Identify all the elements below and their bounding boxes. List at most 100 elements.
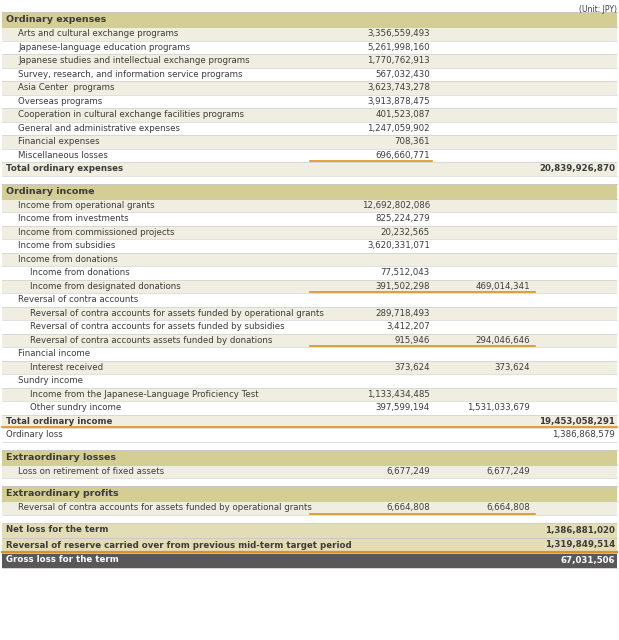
Bar bbox=[2, 522, 617, 538]
Bar bbox=[2, 428, 617, 442]
Text: Asia Center  programs: Asia Center programs bbox=[18, 83, 115, 92]
Bar bbox=[2, 40, 617, 54]
Text: 397,599,194: 397,599,194 bbox=[376, 403, 430, 412]
Bar bbox=[2, 27, 617, 40]
Bar bbox=[2, 67, 617, 81]
Bar bbox=[2, 374, 617, 387]
Bar bbox=[2, 387, 617, 401]
Text: 1,770,762,913: 1,770,762,913 bbox=[367, 56, 430, 65]
Text: Survey, research, and information service programs: Survey, research, and information servic… bbox=[18, 70, 243, 79]
Text: Gross loss for the term: Gross loss for the term bbox=[6, 556, 119, 564]
Text: Ordinary loss: Ordinary loss bbox=[6, 430, 63, 439]
Text: (Unit: JPY): (Unit: JPY) bbox=[579, 5, 617, 14]
Text: Income from donations: Income from donations bbox=[30, 268, 130, 277]
Text: 3,620,331,071: 3,620,331,071 bbox=[367, 241, 430, 250]
Text: 20,232,565: 20,232,565 bbox=[381, 228, 430, 237]
Bar bbox=[2, 360, 617, 374]
Text: Sundry income: Sundry income bbox=[18, 376, 83, 385]
Text: 3,623,743,278: 3,623,743,278 bbox=[367, 83, 430, 92]
Text: Japanese studies and intellectual exchange programs: Japanese studies and intellectual exchan… bbox=[18, 56, 249, 65]
Text: Reversal of contra accounts for assets funded by subsidies: Reversal of contra accounts for assets f… bbox=[30, 323, 285, 332]
Bar bbox=[2, 135, 617, 148]
Text: 391,502,298: 391,502,298 bbox=[376, 282, 430, 291]
Text: Cooperation in cultural exchange facilities programs: Cooperation in cultural exchange facilit… bbox=[18, 110, 244, 119]
Text: 294,046,646: 294,046,646 bbox=[475, 336, 530, 345]
Text: 77,512,043: 77,512,043 bbox=[381, 268, 430, 277]
Bar bbox=[2, 95, 617, 108]
Text: 1,531,033,679: 1,531,033,679 bbox=[467, 403, 530, 412]
Bar bbox=[2, 401, 617, 415]
Text: 696,660,771: 696,660,771 bbox=[375, 151, 430, 160]
Bar bbox=[2, 266, 617, 280]
Text: 6,677,249: 6,677,249 bbox=[386, 467, 430, 476]
Bar bbox=[2, 538, 617, 552]
Text: Reversal of reserve carried over from previous mid-term target period: Reversal of reserve carried over from pr… bbox=[6, 541, 352, 550]
Text: Income from the Japanese-Language Proficiency Test: Income from the Japanese-Language Profic… bbox=[30, 390, 259, 399]
Text: 1,247,059,902: 1,247,059,902 bbox=[367, 124, 430, 132]
Text: Reversal of contra accounts: Reversal of contra accounts bbox=[18, 295, 138, 304]
Text: 20,839,926,870: 20,839,926,870 bbox=[539, 164, 615, 173]
Bar bbox=[2, 415, 617, 428]
Text: 469,014,341: 469,014,341 bbox=[475, 282, 530, 291]
Text: Reversal of contra accounts for assets funded by operational grants: Reversal of contra accounts for assets f… bbox=[18, 503, 312, 512]
Bar bbox=[2, 280, 617, 293]
Text: Total ordinary expenses: Total ordinary expenses bbox=[6, 164, 123, 173]
Text: 19,453,058,291: 19,453,058,291 bbox=[539, 417, 615, 426]
Text: Income from subsidies: Income from subsidies bbox=[18, 241, 115, 250]
Text: Miscellaneous losses: Miscellaneous losses bbox=[18, 151, 108, 160]
Bar bbox=[2, 198, 617, 212]
Text: 1,133,434,485: 1,133,434,485 bbox=[367, 390, 430, 399]
Bar bbox=[2, 486, 617, 501]
Text: Arts and cultural exchange programs: Arts and cultural exchange programs bbox=[18, 29, 178, 38]
Text: Overseas programs: Overseas programs bbox=[18, 97, 102, 106]
Bar bbox=[2, 12, 617, 27]
Text: Ordinary expenses: Ordinary expenses bbox=[6, 15, 106, 24]
Text: 915,946: 915,946 bbox=[395, 336, 430, 345]
Bar bbox=[2, 239, 617, 253]
Text: 67,031,506: 67,031,506 bbox=[560, 556, 615, 564]
Text: 12,692,802,086: 12,692,802,086 bbox=[361, 201, 430, 210]
Bar bbox=[2, 54, 617, 67]
Bar bbox=[2, 320, 617, 333]
Text: Total ordinary income: Total ordinary income bbox=[6, 417, 113, 426]
Text: General and administrative expenses: General and administrative expenses bbox=[18, 124, 180, 132]
Text: 1,386,881,020: 1,386,881,020 bbox=[545, 525, 615, 534]
Text: Financial expenses: Financial expenses bbox=[18, 137, 100, 147]
Bar bbox=[2, 501, 617, 515]
Text: 708,361: 708,361 bbox=[394, 137, 430, 147]
Bar bbox=[2, 108, 617, 122]
Text: 6,677,249: 6,677,249 bbox=[487, 467, 530, 476]
Text: Extraordinary profits: Extraordinary profits bbox=[6, 489, 119, 498]
Text: 825,224,279: 825,224,279 bbox=[375, 214, 430, 223]
Bar bbox=[2, 347, 617, 360]
Text: 6,664,808: 6,664,808 bbox=[487, 503, 530, 512]
Bar bbox=[2, 81, 617, 95]
Text: 3,913,878,475: 3,913,878,475 bbox=[367, 97, 430, 106]
Text: Loss on retirement of fixed assets: Loss on retirement of fixed assets bbox=[18, 467, 164, 476]
Bar bbox=[2, 148, 617, 162]
Bar bbox=[2, 162, 617, 175]
Text: 5,261,998,160: 5,261,998,160 bbox=[367, 43, 430, 52]
Text: Other sundry income: Other sundry income bbox=[30, 403, 121, 412]
Bar bbox=[2, 293, 617, 307]
Text: Interest received: Interest received bbox=[30, 363, 103, 372]
Bar bbox=[2, 449, 617, 465]
Text: 3,412,207: 3,412,207 bbox=[386, 323, 430, 332]
Bar bbox=[2, 122, 617, 135]
Text: Reversal of contra accounts assets funded by donations: Reversal of contra accounts assets funde… bbox=[30, 336, 272, 345]
Text: Income from operational grants: Income from operational grants bbox=[18, 201, 155, 210]
Text: 373,624: 373,624 bbox=[495, 363, 530, 372]
Bar bbox=[2, 184, 617, 198]
Text: Japanese-language education programs: Japanese-language education programs bbox=[18, 43, 190, 52]
Text: 1,319,849,514: 1,319,849,514 bbox=[545, 541, 615, 550]
Bar bbox=[2, 552, 617, 568]
Text: Income from donations: Income from donations bbox=[18, 255, 118, 264]
Bar bbox=[2, 307, 617, 320]
Text: Income from investments: Income from investments bbox=[18, 214, 129, 223]
Text: 401,523,087: 401,523,087 bbox=[375, 110, 430, 119]
Text: Financial income: Financial income bbox=[18, 349, 90, 358]
Bar bbox=[2, 253, 617, 266]
Text: Extraordinary losses: Extraordinary losses bbox=[6, 452, 116, 461]
Bar bbox=[2, 465, 617, 478]
Text: Income from designated donations: Income from designated donations bbox=[30, 282, 181, 291]
